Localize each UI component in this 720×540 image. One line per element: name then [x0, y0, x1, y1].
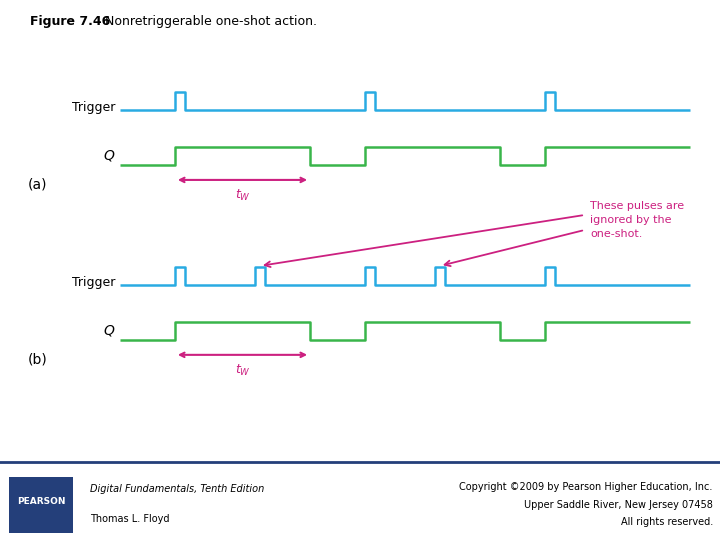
Text: Upper Saddle River, New Jersey 07458: Upper Saddle River, New Jersey 07458	[524, 500, 713, 510]
Text: Figure 7.46: Figure 7.46	[30, 15, 110, 28]
Text: (b): (b)	[28, 353, 48, 367]
Text: These pulses are
ignored by the
one-shot.: These pulses are ignored by the one-shot…	[590, 201, 684, 239]
Text: $Q$: $Q$	[103, 148, 115, 164]
Bar	[9, 477, 73, 533]
Text: Thomas L. Floyd: Thomas L. Floyd	[90, 514, 169, 524]
Text: Trigger: Trigger	[71, 276, 115, 289]
Text: Trigger: Trigger	[71, 102, 115, 114]
Text: All rights reserved.: All rights reserved.	[621, 517, 713, 528]
Text: $Q$: $Q$	[103, 323, 115, 339]
Text: $t_W$: $t_W$	[235, 188, 251, 203]
Text: $t_W$: $t_W$	[235, 363, 251, 378]
Text: Digital Fundamentals, Tenth Edition: Digital Fundamentals, Tenth Edition	[90, 484, 264, 495]
Text: Nonretriggerable one-shot action.: Nonretriggerable one-shot action.	[97, 15, 317, 28]
Text: (a): (a)	[28, 178, 48, 192]
Text: Copyright ©2009 by Pearson Higher Education, Inc.: Copyright ©2009 by Pearson Higher Educat…	[459, 482, 713, 492]
Text: PEARSON: PEARSON	[17, 497, 66, 506]
